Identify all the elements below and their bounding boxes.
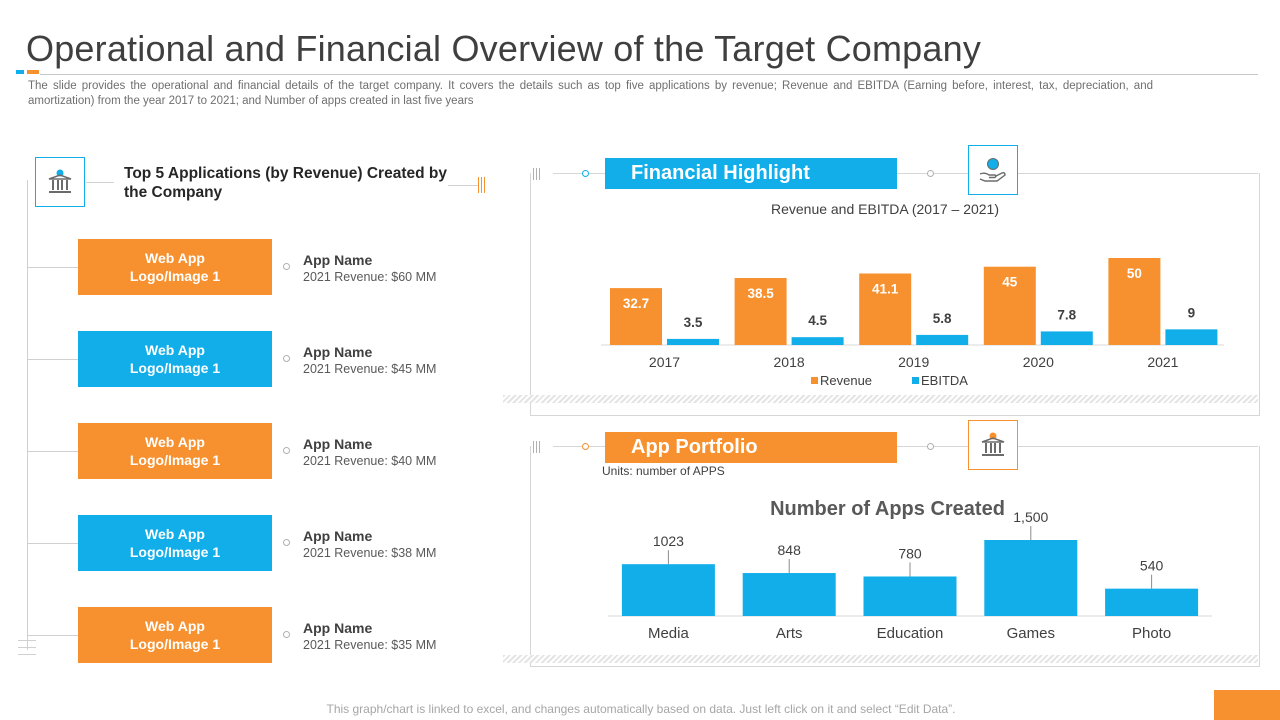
- app-revenue: 2021 Revenue: $40 MM: [303, 454, 437, 468]
- row-connector: [27, 267, 78, 268]
- footer-note: This graph/chart is linked to excel, and…: [326, 702, 956, 716]
- connector-dot: [927, 170, 934, 177]
- portfolio-icon-box: [968, 420, 1018, 470]
- portfolio-frame: [530, 446, 1260, 667]
- app-revenue: 2021 Revenue: $38 MM: [303, 546, 437, 560]
- grey-tick-marks: [533, 168, 540, 180]
- app-logo-placeholder: Web App Logo/Image 1: [78, 423, 272, 479]
- app-portfolio-banner: App Portfolio: [605, 432, 897, 463]
- slide-description: The slide provides the operational and f…: [28, 80, 1153, 107]
- decorative-dashes: [18, 640, 36, 661]
- app-logo-placeholder: Web App Logo/Image 1: [78, 331, 272, 387]
- heading-connector-right: [448, 185, 478, 186]
- app-logo-placeholder: Web App Logo/Image 1: [78, 515, 272, 571]
- app-info: App Name 2021 Revenue: $60 MM: [303, 252, 436, 285]
- financial-frame-top-right: [1018, 173, 1258, 174]
- app-name: App Name: [303, 620, 373, 636]
- units-note: Units: number of APPS: [602, 464, 725, 478]
- portfolio-frame-top-left: [553, 446, 605, 447]
- apps-chart-title: Number of Apps Created: [770, 498, 1005, 520]
- bank-icon: [981, 432, 1005, 456]
- row-connector: [27, 359, 78, 360]
- financial-frame-top-left: [553, 173, 605, 174]
- connector-dot: [283, 539, 290, 546]
- hand-coin-icon: [979, 158, 1006, 182]
- app-info: App Name 2021 Revenue: $38 MM: [303, 528, 436, 561]
- hatched-shadow: [503, 655, 1258, 663]
- title-accent-blue: [16, 70, 24, 74]
- app-revenue: 2021 Revenue: $35 MM: [303, 638, 437, 652]
- connector-dot: [582, 443, 589, 450]
- connector-dot: [582, 170, 589, 177]
- app-logo-placeholder: Web App Logo/Image 1: [78, 607, 272, 663]
- connector-dot: [927, 443, 934, 450]
- row-connector: [27, 635, 78, 636]
- portfolio-frame-top-right: [1018, 446, 1258, 447]
- row-connector: [27, 451, 78, 452]
- app-name: App Name: [303, 436, 373, 452]
- connector-dot: [283, 355, 290, 362]
- app-info: App Name 2021 Revenue: $35 MM: [303, 620, 436, 653]
- hatched-shadow: [503, 395, 1258, 403]
- left-panel-timeline: [27, 180, 28, 650]
- heading-connector: [86, 182, 114, 183]
- bank-icon: [48, 169, 72, 193]
- app-revenue: 2021 Revenue: $60 MM: [303, 270, 437, 284]
- app-revenue: 2021 Revenue: $45 MM: [303, 362, 437, 376]
- row-connector: [27, 543, 78, 544]
- financial-icon-box: [968, 145, 1018, 195]
- app-name: App Name: [303, 252, 373, 268]
- corner-accent: [1214, 690, 1280, 720]
- connector-dot: [283, 631, 290, 638]
- title-accent-orange: [27, 70, 39, 74]
- top-apps-icon-box: [35, 157, 85, 207]
- app-info: App Name 2021 Revenue: $40 MM: [303, 436, 436, 469]
- financial-frame: [530, 173, 1260, 416]
- app-name: App Name: [303, 528, 373, 544]
- revenue-chart-title: Revenue and EBITDA (2017 – 2021): [770, 201, 1000, 217]
- title-divider: [40, 74, 1258, 75]
- app-logo-placeholder: Web App Logo/Image 1: [78, 239, 272, 295]
- app-info: App Name 2021 Revenue: $45 MM: [303, 344, 436, 377]
- page-title: Operational and Financial Overview of th…: [26, 28, 982, 69]
- financial-highlight-banner: Financial Highlight: [605, 158, 897, 189]
- orange-tick-marks: [478, 177, 485, 193]
- connector-dot: [283, 447, 290, 454]
- grey-tick-marks: [533, 441, 540, 453]
- top-apps-heading: Top 5 Applications (by Revenue) Created …: [124, 165, 447, 201]
- app-name: App Name: [303, 344, 373, 360]
- connector-dot: [283, 263, 290, 270]
